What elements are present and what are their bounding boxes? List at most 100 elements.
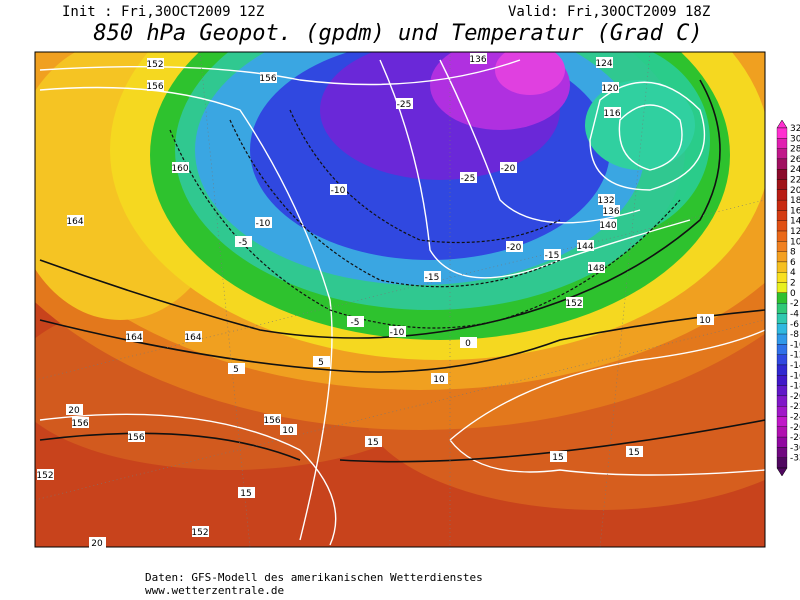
colorbar: 32302826242220181614121086420-2-4-6-8-10… [776, 119, 800, 477]
colorbar-swatch [776, 447, 788, 458]
contour-label: 152 [565, 299, 582, 309]
contour-label-box [238, 487, 255, 498]
contour-label-box [147, 58, 164, 69]
contour-label: -10 [256, 219, 271, 229]
contour-label-box [470, 53, 487, 64]
contour-label: 5 [233, 365, 239, 375]
init-time: Init : Fri,30OCT2009 12Z [62, 4, 264, 20]
colorbar-label: 22 [790, 176, 800, 186]
colorbar-swatch [776, 364, 788, 376]
contour-label-box [37, 469, 54, 480]
contour-label: 116 [603, 109, 620, 119]
contour-label: 136 [469, 55, 486, 65]
website: www.wetterzentrale.de [145, 584, 284, 597]
colorbar-label: 20 [790, 186, 800, 196]
contour-label-box [147, 80, 164, 91]
contour-label: 20 [91, 539, 103, 549]
contour-label-box [313, 356, 330, 367]
contour-label-box [365, 436, 382, 447]
contour-label: 120 [601, 84, 618, 94]
colorbar-swatch [776, 333, 788, 345]
colorbar-swatch [776, 406, 788, 417]
contour-label-box [347, 316, 364, 327]
colorbar-swatch [776, 416, 788, 427]
contour-label: 20 [68, 406, 80, 416]
colorbar-swatch [776, 426, 788, 438]
contour-label-box [697, 314, 714, 325]
colorbar-swatch [776, 220, 788, 232]
contour-label-box [602, 82, 619, 93]
contour-label: -5 [239, 238, 248, 248]
contour-label: 5 [318, 358, 324, 368]
colorbar-label: -22 [790, 402, 800, 412]
contour-label: 140 [599, 221, 616, 231]
colorbar-label: -30 [790, 443, 800, 453]
colorbar-label: -16 [790, 371, 800, 381]
contour-label: -15 [425, 273, 440, 283]
colorbar-label: -14 [790, 361, 800, 371]
contour-label: -10 [331, 186, 346, 196]
contour-label-box [389, 326, 406, 337]
contour-label: 164 [66, 217, 83, 227]
colorbar-label: 18 [790, 196, 800, 206]
colorbar-swatch [776, 375, 788, 386]
contour-label: -15 [545, 251, 560, 261]
colorbar-swatch [776, 127, 788, 139]
contour-label-box [185, 331, 202, 342]
contour-label-box [500, 162, 517, 173]
colorbar-label: -10 [790, 340, 800, 350]
contour-label-box [128, 431, 145, 442]
contour-label: 152 [36, 471, 53, 481]
colorbar-label: 8 [790, 248, 796, 258]
colorbar-swatch [776, 395, 788, 407]
colorbar-label: -4 [790, 309, 799, 319]
contour-label-box [72, 417, 89, 428]
contour-label-box [66, 404, 83, 415]
contour-label: 156 [263, 416, 280, 426]
contour-label-box [228, 363, 245, 374]
contour-label: 10 [699, 316, 711, 326]
contour-label-box [566, 297, 583, 308]
map [35, 52, 765, 547]
contour-label-box [460, 172, 477, 183]
contour-label: 156 [71, 419, 88, 429]
contour-label-box [126, 331, 143, 342]
colorbar-label: 12 [790, 227, 800, 237]
contour-label: -25 [461, 174, 476, 184]
colorbar-label: -18 [790, 382, 800, 392]
colorbar-swatch [776, 436, 788, 448]
contour-label-box [550, 451, 567, 462]
contour-label: 144 [576, 242, 593, 252]
contour-label-box [588, 262, 605, 273]
contour-label-box [596, 57, 613, 68]
map-title: 850 hPa Geopot. (gpdm) und Temperatur (G… [93, 21, 702, 46]
colorbar-label: 26 [790, 155, 800, 165]
contour-label: 15 [240, 489, 251, 499]
contour-label-box [192, 526, 209, 537]
colorbar-label: -8 [790, 330, 799, 340]
contour-label-box [330, 184, 347, 195]
contour-label: 124 [595, 59, 612, 69]
contour-label-box [255, 217, 272, 228]
colorbar-swatch [776, 158, 788, 170]
valid-time: Valid: Fri,30OCT2009 18Z [508, 4, 710, 20]
contour-label: 156 [146, 82, 163, 92]
contour-label-box [89, 537, 106, 548]
colorbar-swatch [776, 251, 788, 263]
colorbar-label: 14 [790, 217, 800, 227]
colorbar-label: -6 [790, 320, 799, 330]
contour-label: 132 [597, 196, 614, 206]
contour-label-box [235, 236, 252, 247]
colorbar-label: 6 [790, 258, 796, 268]
contour-label: 15 [552, 453, 563, 463]
contour-label: 156 [127, 433, 144, 443]
contour-label-box [626, 446, 643, 457]
contour-label-box [544, 249, 561, 260]
colorbar-label: -12 [790, 351, 800, 361]
contour-label: 15 [628, 448, 639, 458]
contour-label: -10 [390, 328, 405, 338]
colorbar-label: -26 [790, 423, 800, 433]
colorbar-swatch [776, 292, 788, 304]
contour-label-box [396, 98, 413, 109]
